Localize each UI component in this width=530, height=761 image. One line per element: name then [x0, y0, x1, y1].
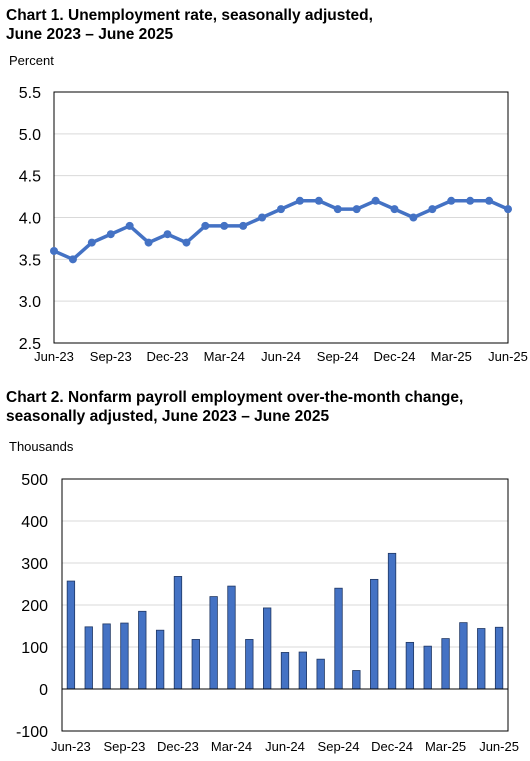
chart2-ytick-label: -100: [16, 724, 48, 741]
payroll-bar-chart: -100 0 100 200 300 400 500 Jun-23 Sep-23 Dec-23 Ma…: [16, 472, 519, 754]
chart2-bar: [352, 670, 361, 690]
chart2-bar: [138, 610, 147, 690]
chart1-data-point: [239, 221, 248, 230]
chart1-data-point: [201, 221, 210, 230]
chart1-ytick-label: 4.5: [19, 169, 41, 186]
chart2-ytick-label: 300: [21, 556, 48, 573]
chart1-data-point: [220, 221, 229, 230]
chart2-xtick-label: Sep-23: [103, 739, 145, 754]
chart1-title-line1: Chart 1. Unemployment rate, seasonally a…: [6, 7, 373, 24]
chart1-data-point: [125, 221, 134, 230]
chart2-bar: [102, 623, 111, 690]
chart2-bar: [84, 626, 93, 690]
chart1-xtick-label: Sep-24: [317, 349, 359, 364]
chart1-title-line2: June 2023 – June 2025: [6, 26, 174, 43]
chart1-data-point: [447, 196, 456, 205]
chart1-ytick-label: 5.0: [19, 127, 41, 144]
chart2-bar: [459, 622, 468, 690]
chart2-bar: [173, 576, 183, 690]
chart1-ytick-label: 4.0: [19, 211, 41, 228]
chart1-xtick-label: Jun-24: [261, 349, 301, 364]
chart2-bar: [227, 585, 236, 690]
chart1-xtick-label: Dec-23: [147, 349, 189, 364]
chart1-xtick-label: Mar-25: [431, 349, 472, 364]
chart2-ytick-label: 200: [21, 598, 48, 615]
chart1-ytick-label: 3.0: [19, 294, 41, 311]
chart1-data-point: [485, 196, 494, 205]
chart2-title: Chart 2. Nonfarm payroll employment over…: [6, 388, 463, 426]
chart2-bar: [405, 641, 415, 690]
chart2-bar: [423, 645, 432, 690]
chart2-xtick-label: Jun-25: [479, 739, 519, 754]
chart1-data-point: [258, 213, 267, 222]
chart1-data-point: [409, 213, 418, 222]
chart1-data-point: [50, 246, 58, 255]
chart2-xtick-label: Jun-24: [265, 739, 305, 754]
chart1-data-point: [390, 205, 399, 214]
chart1-data-point: [144, 238, 153, 247]
chart1-data-point: [428, 205, 437, 214]
chart1-data-point: [333, 205, 342, 214]
chart2-title-line1: Chart 2. Nonfarm payroll employment over…: [6, 389, 464, 406]
chart1-ytick-label: 3.5: [19, 252, 41, 269]
chart1-data-point: [68, 255, 77, 264]
chart1-data-point: [182, 238, 191, 247]
chart1-data-point: [295, 196, 304, 205]
chart2-plot-frame: [61, 478, 509, 732]
chart2-xtick-label: Jun-23: [51, 739, 91, 754]
chart1-xtick-label: Mar-24: [204, 349, 245, 364]
chart1-xtick-label: Sep-23: [90, 349, 132, 364]
chart2-bar: [316, 658, 325, 690]
chart2-ytick-label: 500: [21, 472, 48, 489]
chart2-xtick-label: Dec-23: [157, 739, 199, 754]
chart2-bar: [441, 638, 450, 690]
chart2-ytick-label: 400: [21, 514, 48, 531]
chart1-data-point: [163, 230, 172, 239]
chart2-bar: [245, 639, 254, 690]
chart1-data-point: [277, 205, 285, 214]
chart2-xtick-label: Dec-24: [371, 739, 413, 754]
chart2-bar: [209, 596, 218, 690]
chart2-bar: [155, 629, 165, 690]
unemployment-line-chart: 2.5 3.0 3.5 4.0 4.5 5.0 5.5 Jun-23 Sep-23 Dec-23 M…: [19, 85, 528, 364]
chart1-title: Chart 1. Unemployment rate, seasonally a…: [6, 6, 373, 44]
chart1-data-point: [87, 238, 96, 247]
chart2-xtick-label: Mar-24: [211, 739, 252, 754]
chart1-data-point: [352, 205, 361, 214]
chart2-bar: [477, 628, 486, 690]
chart2-bar: [387, 552, 397, 690]
chart2-bar: [370, 578, 379, 690]
chart2-title-line2: seasonally adjusted, June 2023 – June 20…: [6, 408, 330, 425]
chart2-bar: [191, 639, 200, 690]
chart1-data-point: [371, 196, 380, 205]
chart2-ylabel: Thousands: [9, 439, 74, 454]
chart1-data-point: [314, 196, 323, 205]
chart1-data-point: [466, 196, 475, 205]
chart1-xtick-label: Dec-24: [374, 349, 416, 364]
chart2-bar: [334, 587, 343, 690]
chart1-plot-frame: [53, 91, 509, 344]
chart2-xtick-label: Mar-25: [425, 739, 466, 754]
chart2-bar: [120, 622, 129, 690]
chart1-data-point: [106, 230, 115, 239]
chart1-xtick-label: Jun-23: [34, 349, 74, 364]
chart2-ytick-label: 100: [21, 640, 48, 657]
chart1-xtick-label: Jun-25: [488, 349, 528, 364]
chart1-ytick-label: 2.5: [19, 336, 41, 353]
chart2-bar: [298, 651, 307, 690]
chart2-xtick-label: Sep-24: [318, 739, 360, 754]
chart1-ytick-label: 5.5: [19, 85, 41, 102]
chart2-bar: [494, 626, 504, 690]
chart2-bar: [66, 580, 76, 690]
chart2-bar: [280, 652, 290, 690]
chart2-bar: [263, 607, 272, 690]
chart2-ytick-label: 0: [39, 682, 48, 699]
chart1-data-point: [504, 205, 512, 214]
chart1-ylabel: Percent: [9, 53, 54, 68]
